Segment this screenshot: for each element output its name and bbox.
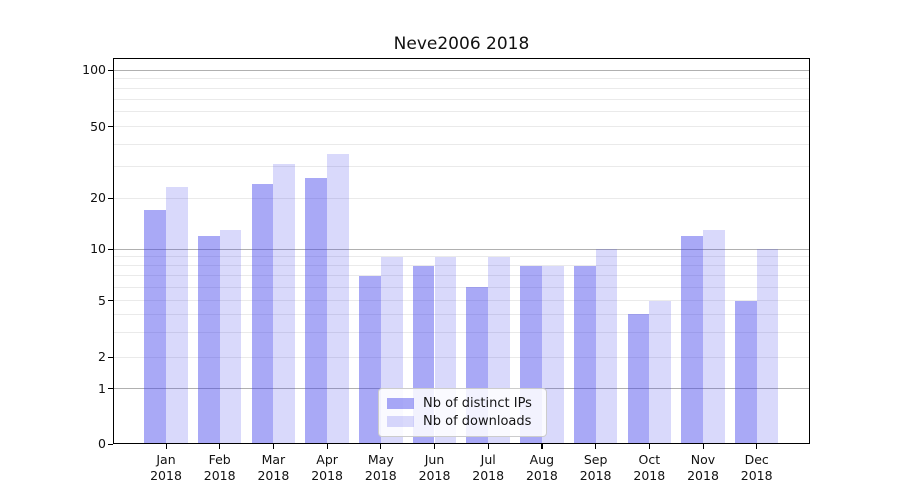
gridline-minor bbox=[113, 143, 810, 145]
legend-label: Nb of distinct IPs bbox=[423, 396, 532, 411]
y-tick-label-1: 1 bbox=[98, 380, 106, 396]
x-tick-label-dec: Dec 2018 bbox=[740, 452, 773, 483]
x-tick-label-aug: Aug 2018 bbox=[525, 452, 558, 483]
gridline-minor bbox=[113, 313, 810, 315]
bar-downloads-apr bbox=[327, 154, 349, 444]
bar-distinct-ips-nov bbox=[681, 235, 703, 444]
x-tick-label-jul: Jul 2018 bbox=[472, 452, 505, 483]
x-tick-label-sep: Sep 2018 bbox=[579, 452, 612, 483]
gridline-minor bbox=[113, 265, 810, 267]
y-tick-mark bbox=[108, 443, 113, 445]
legend-swatch-icon bbox=[387, 398, 414, 409]
gridline-minor bbox=[113, 197, 810, 199]
legend-row: Nb of distinct IPs bbox=[387, 396, 538, 411]
x-tick-label-jan: Jan 2018 bbox=[150, 452, 182, 483]
bar-distinct-ips-oct bbox=[627, 314, 650, 444]
gridline-minor bbox=[113, 275, 810, 277]
gridline-minor bbox=[113, 126, 810, 128]
x-tick-label-oct: Oct 2018 bbox=[633, 452, 666, 483]
bar-downloads-mar bbox=[273, 163, 296, 444]
legend-label: Nb of downloads bbox=[423, 414, 532, 429]
y-tick-mark bbox=[108, 248, 113, 250]
x-tick-mark bbox=[165, 444, 167, 449]
bar-downloads-sep bbox=[595, 249, 618, 444]
x-tick-mark bbox=[380, 444, 382, 449]
gridline-minor bbox=[113, 111, 810, 113]
bar-distinct-ips-feb bbox=[197, 235, 220, 444]
x-tick-mark bbox=[219, 444, 221, 449]
gridline-minor bbox=[113, 286, 810, 288]
gridline-minor bbox=[113, 300, 810, 302]
bar-downloads-oct bbox=[649, 300, 672, 444]
y-tick-mark bbox=[108, 388, 113, 390]
y-tick-label-50: 50 bbox=[90, 118, 106, 134]
x-tick-label-jun: Jun 2018 bbox=[418, 452, 451, 483]
x-tick-label-feb: Feb 2018 bbox=[203, 452, 236, 483]
y-tick-label-5: 5 bbox=[98, 292, 106, 308]
x-tick-mark bbox=[541, 444, 543, 449]
x-tick-mark bbox=[272, 444, 275, 449]
bar-distinct-ips-apr bbox=[305, 177, 328, 444]
gridline-minor bbox=[113, 165, 810, 167]
bar-downloads-feb bbox=[219, 229, 242, 444]
y-tick-mark bbox=[108, 69, 113, 71]
gridline-minor bbox=[113, 356, 810, 358]
y-tick-label-20: 20 bbox=[90, 190, 106, 205]
x-tick-label-may: May 2018 bbox=[364, 452, 397, 483]
bar-downloads-aug bbox=[541, 265, 564, 444]
y-tick-label-0: 0 bbox=[98, 436, 106, 451]
y-tick-mark bbox=[108, 356, 113, 358]
bar-distinct-ips-sep bbox=[573, 265, 596, 444]
gridline-minor bbox=[113, 331, 810, 333]
x-tick-label-nov: Nov 2018 bbox=[687, 452, 719, 483]
bar-downloads-jan bbox=[166, 187, 188, 444]
gridline-minor bbox=[113, 98, 810, 100]
chart-title: Neve2006 2018 bbox=[393, 34, 530, 54]
legend: Nb of distinct IPs Nb of downloads bbox=[378, 388, 547, 437]
x-tick-mark bbox=[702, 444, 704, 449]
legend-row: Nb of downloads bbox=[387, 414, 538, 429]
x-tick-label-mar: Mar 2018 bbox=[257, 452, 290, 483]
bar-downloads-dec bbox=[756, 249, 779, 444]
bar-distinct-ips-jan bbox=[144, 209, 166, 444]
gridline-minor bbox=[113, 87, 810, 89]
x-tick-mark bbox=[756, 444, 758, 449]
y-tick-mark bbox=[108, 126, 113, 128]
gridline-major bbox=[113, 69, 810, 71]
y-tick-label-10: 10 bbox=[90, 241, 106, 256]
y-tick-label-100: 100 bbox=[82, 62, 106, 77]
bar-downloads-nov bbox=[703, 229, 725, 444]
x-tick-mark bbox=[326, 444, 328, 449]
x-tick-mark bbox=[434, 444, 436, 449]
bar-distinct-ips-may bbox=[359, 275, 381, 444]
bar-distinct-ips-mar bbox=[251, 183, 274, 444]
bar-distinct-ips-dec bbox=[734, 300, 757, 444]
y-tick-label-2: 2 bbox=[98, 349, 106, 365]
gridline-minor bbox=[113, 78, 810, 80]
legend-swatch-icon bbox=[387, 416, 414, 427]
plot-area bbox=[113, 58, 810, 444]
x-tick-mark bbox=[487, 444, 489, 449]
x-tick-mark bbox=[648, 444, 650, 449]
gridline-minor bbox=[113, 256, 810, 258]
x-tick-mark bbox=[595, 444, 597, 449]
gridline-major bbox=[113, 248, 810, 250]
x-tick-label-apr: Apr 2018 bbox=[311, 452, 343, 483]
y-tick-mark bbox=[108, 300, 113, 302]
y-tick-mark bbox=[108, 197, 113, 199]
